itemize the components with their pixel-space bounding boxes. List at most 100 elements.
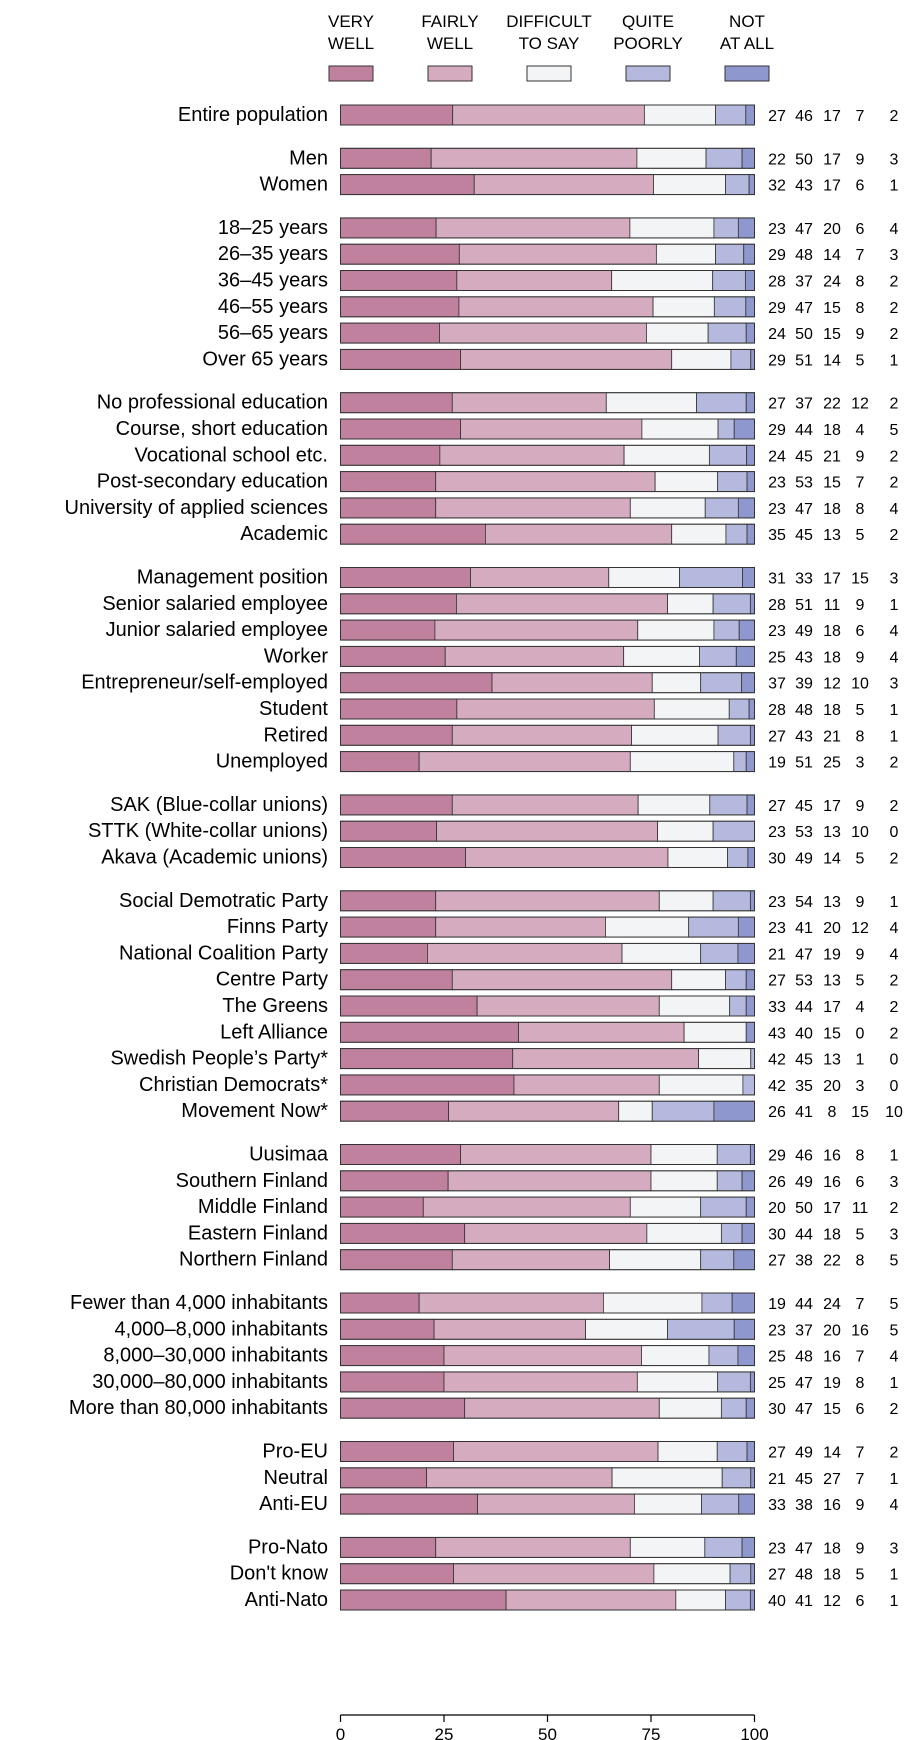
bar-segment-very-well	[340, 1467, 428, 1489]
value-label: 13	[823, 894, 841, 911]
bar-row-centre-party: Centre Party 27 53 13 5 2	[216, 969, 899, 991]
legend-swatch	[427, 65, 473, 82]
category-label: Men	[289, 147, 328, 169]
value-label: 1	[856, 1052, 865, 1069]
category-label: Vocational school etc.	[135, 444, 328, 466]
bar-segment-fairly-well	[464, 1397, 660, 1419]
value-label: 18	[823, 501, 841, 518]
bar-outline	[340, 418, 755, 440]
bar-row-uusimaa: Uusimaa 29 46 16 8 1	[249, 1144, 898, 1166]
value-label: 5	[856, 527, 865, 544]
bar-segment-not-at-all	[733, 418, 755, 440]
bar-outline	[340, 619, 755, 641]
bar-outline	[340, 1589, 755, 1611]
bar-segment-difficult-to-say	[623, 444, 710, 466]
bar-outline	[340, 1021, 755, 1043]
bar-segment-quite-poorly	[707, 322, 747, 344]
value-label: 6	[856, 221, 865, 238]
bar-outline	[340, 847, 755, 868]
value-label: 10	[885, 1104, 903, 1121]
bar-segment-fairly-well	[456, 593, 668, 615]
bar-segment-very-well	[340, 523, 486, 545]
bar-outline	[340, 593, 755, 615]
value-label: 13	[823, 1052, 841, 1069]
value-label: 13	[823, 824, 841, 841]
bar-row-junior-salaried-employee: Junior salaried employee 23 49 18 6 4	[106, 619, 899, 641]
value-label: 20	[823, 1078, 841, 1095]
value-label: 16	[851, 1322, 869, 1339]
bar-outline	[340, 698, 755, 720]
bar-row-swedish-people-s-party: Swedish People’s Party* 42 45 13 1 0	[110, 1048, 898, 1070]
bar-row-eastern-finland: Eastern Finland 30 44 18 5 3	[188, 1222, 899, 1244]
bar-segment-difficult-to-say	[671, 523, 727, 545]
value-label: 7	[856, 1349, 865, 1366]
bar-segment-quite-poorly	[713, 619, 740, 641]
value-label: 18	[823, 623, 841, 640]
bar-row-sak-blue-collar-unions: SAK (Blue-collar unions) 27 45 17 9 2	[110, 794, 898, 816]
value-label: 51	[795, 755, 813, 772]
value-label: 5	[856, 851, 865, 868]
bar-segment-quite-poorly	[725, 1589, 751, 1611]
value-label: 37	[795, 396, 813, 413]
value-label: 14	[823, 247, 841, 264]
bar-segment-very-well	[340, 916, 437, 938]
bar-row-anti-nato: Anti-Nato 40 41 12 6 1	[245, 1589, 899, 1611]
bar-outline	[340, 645, 755, 667]
bar-outline	[340, 174, 755, 196]
bar-segment-not-at-all	[748, 174, 755, 196]
value-label: 22	[823, 396, 841, 413]
value-label: 41	[795, 1593, 813, 1610]
bar-segment-very-well	[340, 1021, 519, 1043]
bar-segment-difficult-to-say	[667, 847, 728, 868]
bar-segment-difficult-to-say	[646, 322, 709, 344]
value-label: 6	[856, 1174, 865, 1191]
legend-label: AT ALL	[720, 34, 774, 53]
value-label: 18	[823, 702, 841, 719]
category-label: Pro-EU	[262, 1441, 328, 1463]
value-label: 39	[795, 676, 813, 693]
legend-label: WELL	[427, 34, 473, 53]
value-label: 44	[795, 999, 813, 1016]
category-label: 30,000–80,000 inhabitants	[92, 1371, 328, 1393]
bar-segment-very-well	[340, 471, 437, 493]
bar-segment-quite-poorly	[712, 820, 755, 842]
value-label: 9	[856, 946, 865, 963]
value-label: 44	[795, 1296, 813, 1313]
bar-outline	[340, 1170, 755, 1192]
bar-row-course-short-education: Course, short education 29 44 18 4 5	[116, 418, 899, 440]
bar-segment-difficult-to-say	[655, 243, 716, 265]
bar-segment-not-at-all	[749, 890, 755, 912]
bar-outline	[340, 942, 755, 964]
value-label: 17	[823, 151, 841, 168]
category-label: Course, short education	[116, 418, 328, 440]
category-label: Fewer than 4,000 inhabitants	[70, 1292, 328, 1314]
value-label: 17	[823, 178, 841, 195]
bar-row-university-of-applied-sciences: University of applied sciences 23 47 18 8 4	[65, 497, 899, 519]
bar-segment-difficult-to-say	[675, 1589, 726, 1611]
value-label: 19	[768, 1296, 786, 1313]
bar-segment-very-well	[340, 672, 493, 694]
category-label: 8,000–30,000 inhabitants	[103, 1345, 328, 1367]
value-label: 42	[768, 1052, 786, 1069]
value-label: 19	[768, 755, 786, 772]
value-label: 23	[768, 501, 786, 518]
bar-segment-not-at-all	[741, 672, 755, 694]
bar-segment-very-well	[340, 698, 458, 720]
bar-segment-quite-poorly	[700, 1196, 747, 1218]
value-label: 29	[768, 1148, 786, 1165]
value-label: 14	[823, 1445, 841, 1462]
value-label: 3	[890, 1174, 899, 1191]
value-label: 3	[856, 755, 865, 772]
bar-segment-fairly-well	[484, 523, 673, 545]
category-label: Anti-EU	[259, 1493, 328, 1515]
value-label: 19	[823, 946, 841, 963]
bar-segment-not-at-all	[737, 497, 755, 519]
category-label: University of applied sciences	[65, 497, 328, 519]
value-label: 8	[856, 1253, 865, 1270]
value-label: 53	[795, 973, 813, 990]
category-label: More than 80,000 inhabitants	[69, 1397, 328, 1419]
value-label: 35	[795, 1078, 813, 1095]
value-label: 32	[768, 178, 786, 195]
bar-row-women: Women 32 43 17 6 1	[259, 174, 898, 196]
value-label: 9	[856, 1497, 865, 1514]
